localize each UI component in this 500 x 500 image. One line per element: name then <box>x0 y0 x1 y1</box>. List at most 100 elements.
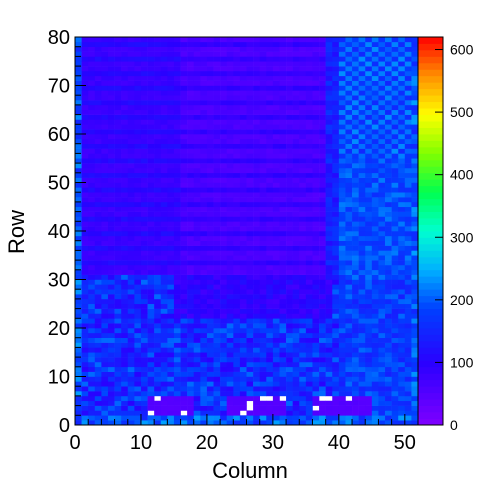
heatmap-cell <box>305 226 313 232</box>
heatmap-cell <box>200 187 208 193</box>
heatmap-cell <box>246 274 254 280</box>
heatmap-cell <box>213 386 221 392</box>
heatmap-cell <box>365 284 373 290</box>
heatmap-cell <box>173 381 181 387</box>
heatmap-cell <box>371 313 379 319</box>
heatmap-cell <box>358 201 366 208</box>
heatmap-cell <box>213 70 221 77</box>
heatmap-cell <box>134 182 142 188</box>
heatmap-cell <box>206 143 214 149</box>
heatmap-cell <box>365 240 373 246</box>
heatmap-cell <box>173 298 181 305</box>
heatmap-cell <box>292 46 300 52</box>
heatmap-cell <box>107 420 115 426</box>
heatmap-cell <box>81 211 89 217</box>
heatmap-cell <box>371 148 379 154</box>
heatmap-cell <box>279 240 287 246</box>
heatmap-cell <box>193 163 201 169</box>
heatmap-cell <box>220 138 228 144</box>
heatmap-cell <box>305 90 313 96</box>
heatmap-cell <box>253 332 260 338</box>
heatmap-cell <box>305 264 313 271</box>
heatmap-cell <box>266 95 274 101</box>
heatmap-cell <box>200 172 208 178</box>
heatmap-cell <box>187 221 195 227</box>
heatmap-cell <box>332 366 340 372</box>
heatmap-cell <box>272 313 280 319</box>
heatmap-cell <box>338 138 346 144</box>
heatmap-cell <box>239 197 247 203</box>
heatmap-cell <box>345 410 353 416</box>
heatmap-cell <box>371 308 379 314</box>
heatmap-cell <box>173 386 181 392</box>
heatmap-cell <box>391 274 399 280</box>
heatmap-cell <box>121 420 129 426</box>
heatmap-cell <box>127 46 135 52</box>
heatmap-cell <box>147 366 155 372</box>
heatmap-cell <box>299 347 307 353</box>
heatmap-cell <box>167 182 175 188</box>
heatmap-cell <box>325 197 333 203</box>
heatmap-cell <box>246 90 254 96</box>
heatmap-cell <box>411 187 419 193</box>
heatmap-cell <box>272 95 280 101</box>
heatmap-cell <box>187 337 195 343</box>
heatmap-cell <box>101 70 109 77</box>
heatmap-cell <box>299 231 307 237</box>
heatmap-cell <box>411 235 419 241</box>
heatmap-cell <box>391 395 399 402</box>
heatmap-cell <box>411 357 419 363</box>
heatmap-cell <box>286 289 293 295</box>
heatmap-cell <box>391 134 399 140</box>
heatmap-cell <box>134 119 142 125</box>
heatmap-cell <box>371 323 379 329</box>
heatmap-cell <box>319 366 326 372</box>
heatmap-cell <box>226 148 234 154</box>
heatmap-cell <box>352 206 359 212</box>
heatmap-cell <box>160 410 168 416</box>
heatmap-cell <box>88 197 96 203</box>
heatmap-cell <box>312 61 320 67</box>
heatmap-cell <box>127 61 135 67</box>
heatmap-cell <box>200 206 208 212</box>
heatmap-cell <box>391 386 399 392</box>
heatmap-cell <box>385 167 392 174</box>
heatmap-cell <box>193 201 201 208</box>
heatmap-cell <box>391 182 399 188</box>
heatmap-cell <box>272 114 280 120</box>
heatmap-cell <box>279 158 287 164</box>
heatmap-cell <box>88 70 96 77</box>
heatmap-cell <box>411 226 419 232</box>
heatmap-cell <box>88 405 96 411</box>
heatmap-cell <box>404 206 412 212</box>
heatmap-cell <box>398 289 406 295</box>
heatmap-cell <box>352 303 359 309</box>
heatmap-cell <box>213 226 221 232</box>
heatmap-cell <box>107 289 115 295</box>
heatmap-cell <box>338 303 346 309</box>
color-scale-label: 100 <box>450 354 474 370</box>
heatmap-cell <box>411 124 419 130</box>
heatmap-cell <box>220 100 228 106</box>
heatmap-cell <box>352 313 359 319</box>
heatmap-cell <box>299 143 307 149</box>
heatmap-cell <box>398 153 406 159</box>
heatmap-cell <box>332 284 340 290</box>
heatmap-cell <box>94 328 102 334</box>
heatmap-cell <box>345 318 353 324</box>
heatmap-cell <box>299 342 307 348</box>
heatmap-cell <box>305 391 313 397</box>
heatmap-cell <box>127 235 135 241</box>
heatmap-cell <box>253 328 260 334</box>
x-tick-label: 20 <box>196 432 218 454</box>
heatmap-cell <box>391 323 399 329</box>
heatmap-cell <box>365 231 373 237</box>
heatmap-cell <box>398 61 406 67</box>
heatmap-cell <box>167 235 175 241</box>
heatmap-cell <box>319 376 326 382</box>
heatmap-cell <box>180 167 188 174</box>
heatmap-cell <box>226 66 234 72</box>
heatmap-cell <box>385 158 392 164</box>
heatmap-cell <box>101 420 109 426</box>
heatmap-cell <box>81 318 89 324</box>
